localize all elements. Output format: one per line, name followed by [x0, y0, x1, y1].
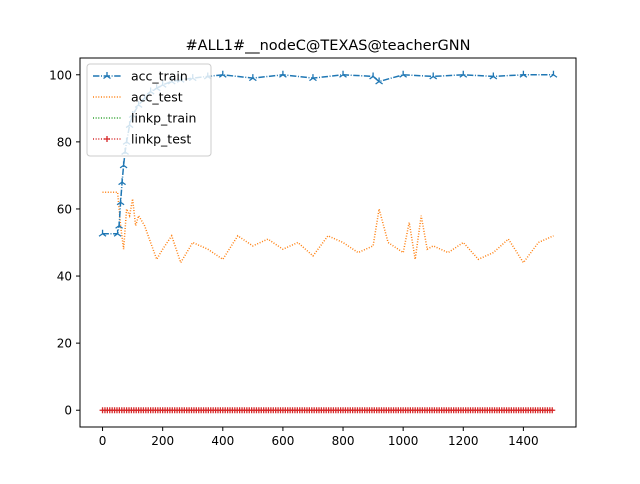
- series-acc_test: [102, 191, 554, 265]
- legend-label: linkp_test: [131, 132, 191, 147]
- series-marker-acc_train: [399, 70, 408, 78]
- legend-item-linkp_train: linkp_train: [93, 111, 196, 126]
- series-marker-acc_train: [519, 70, 528, 78]
- legend: acc_train acc_test linkp_train linkp_test: [86, 63, 212, 157]
- series-marker-acc_train: [309, 74, 317, 82]
- series-line-acc_test: [102, 191, 554, 265]
- y-tick-label: 80: [57, 135, 72, 149]
- x-tick-label: 1000: [388, 434, 419, 448]
- series-marker-acc_train: [339, 70, 347, 78]
- series-marker-acc_train: [113, 229, 122, 237]
- legend-label: acc_train: [131, 69, 188, 84]
- x-tick-label: 1200: [448, 434, 479, 448]
- series-marker-acc_train: [489, 72, 498, 80]
- legend-marker: [104, 136, 110, 142]
- legend-item-linkp_test: linkp_test: [93, 132, 191, 147]
- chart-title: #ALL1#__nodeC@TEXAS@teacherGNN: [186, 38, 471, 54]
- series-marker-linkp_test: [549, 407, 556, 414]
- series-marker-acc_train: [218, 70, 227, 78]
- x-axis: 0 200 400 600 800 1000 1200 1400: [99, 427, 539, 448]
- series-marker-acc_train: [375, 77, 383, 85]
- series-marker-acc_train: [248, 74, 257, 82]
- legend-item-acc_test: acc_test: [93, 90, 183, 105]
- y-tick-label: 0: [64, 404, 72, 418]
- y-axis: 0 20 40 60 80 100: [49, 68, 80, 418]
- legend-label: linkp_train: [131, 111, 196, 126]
- series-marker-acc_train: [549, 70, 558, 78]
- series-marker-acc_train: [115, 221, 123, 229]
- legend-label: acc_test: [131, 90, 183, 105]
- legend-marker: [103, 72, 111, 80]
- legend-box: [86, 63, 212, 157]
- y-tick-label: 40: [57, 270, 72, 284]
- x-tick-label: 800: [332, 434, 355, 448]
- x-tick-label: 200: [151, 434, 174, 448]
- y-tick-label: 60: [57, 202, 72, 216]
- axes-frame: [79, 57, 577, 428]
- series-marker-acc_train: [369, 72, 377, 80]
- series-marker-acc_train: [459, 70, 468, 78]
- x-tick-label: 0: [99, 434, 107, 448]
- series-marker-acc_train: [279, 70, 287, 78]
- y-tick-label: 20: [57, 337, 72, 351]
- series-linkp_test: [99, 407, 556, 414]
- x-tick-label: 1400: [508, 434, 539, 448]
- series-marker-acc_train: [116, 198, 125, 206]
- x-tick-label: 600: [271, 434, 294, 448]
- series-marker-acc_train: [118, 178, 126, 186]
- x-tick-label: 400: [211, 434, 234, 448]
- series-marker-acc_train: [429, 72, 438, 80]
- series-marker-acc_train: [98, 229, 107, 237]
- series-marker-acc_train: [119, 161, 128, 169]
- legend-item-acc_train: acc_train: [93, 69, 188, 84]
- y-tick-label: 100: [49, 68, 72, 82]
